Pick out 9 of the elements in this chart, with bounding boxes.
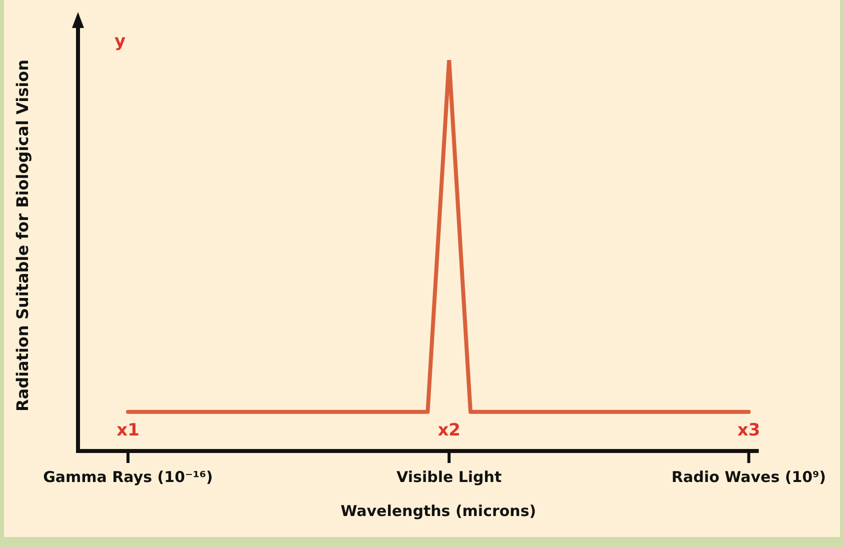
x-axis-title: Wavelengths (microns) xyxy=(340,502,536,520)
x-tick-label: Gamma Rays (10⁻¹⁶) xyxy=(43,468,213,486)
x-tick-label: Visible Light xyxy=(396,468,502,486)
annotation: x1 xyxy=(116,420,140,440)
annotation: x2 xyxy=(438,420,460,440)
annotation: x3 xyxy=(737,420,760,440)
x-tick-label: Radio Waves (10⁹) xyxy=(672,468,826,486)
text: y xyxy=(114,31,126,52)
y-axis-title: Radiation Suitable for Biological Vision xyxy=(13,60,32,412)
